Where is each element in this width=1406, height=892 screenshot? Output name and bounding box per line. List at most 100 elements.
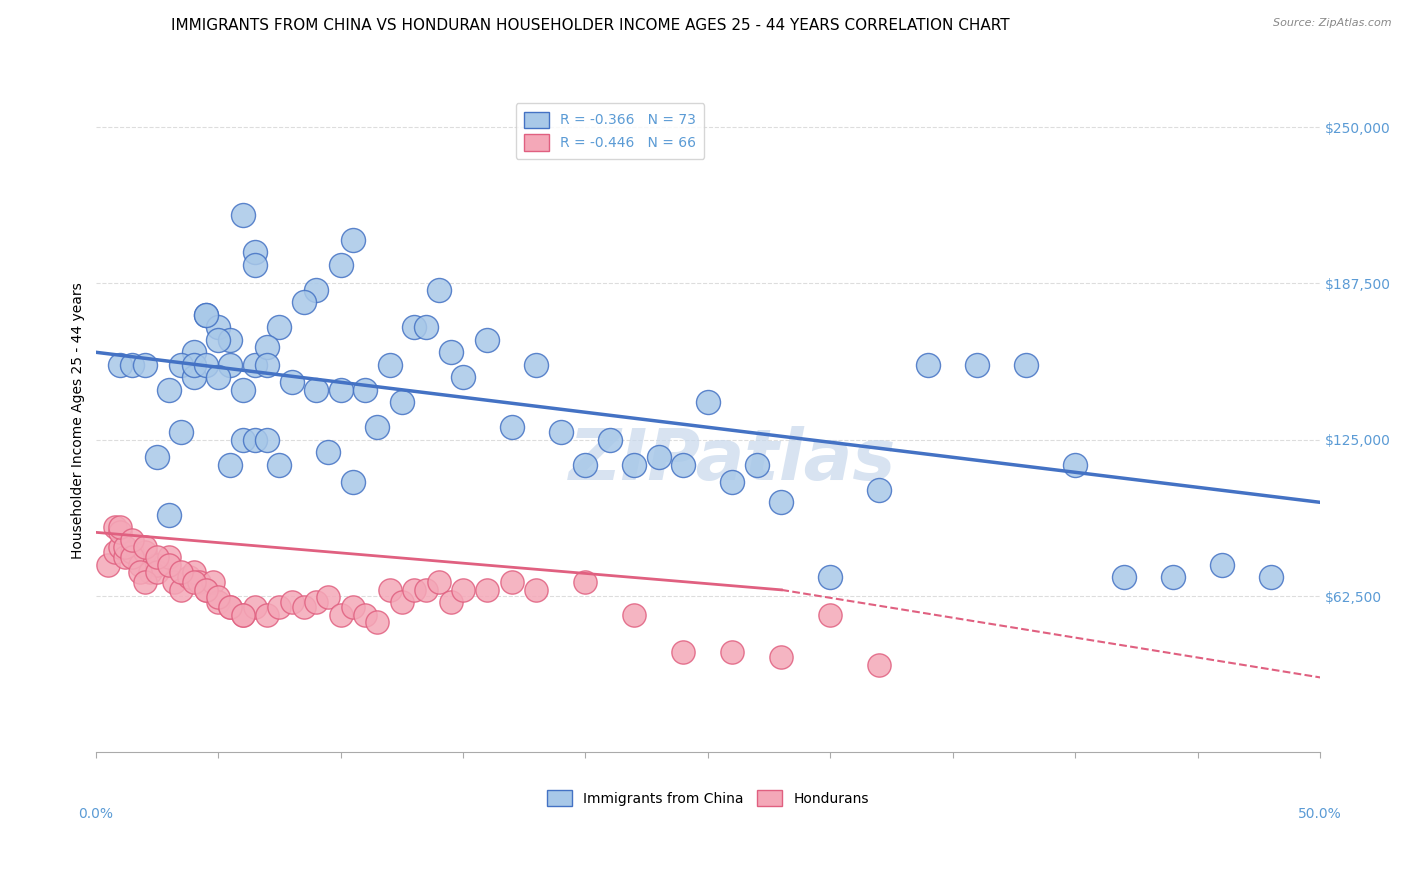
Point [1064,458,1087,472]
Point [157,383,180,397]
Point [97,558,120,572]
Point [219,358,242,372]
Point [402,320,425,334]
Point [146,550,169,565]
Text: 0.0%: 0.0% [79,807,112,822]
Point [243,258,266,272]
Point [108,520,131,534]
Point [194,582,217,597]
Point [1260,570,1282,584]
Point [378,358,401,372]
Point [599,433,621,447]
Point [329,258,352,272]
Point [232,433,254,447]
Point [526,358,548,372]
Point [292,295,315,310]
Point [134,541,156,555]
Point [146,450,169,465]
Point [187,575,209,590]
Point [318,445,340,459]
Point [243,600,266,615]
Point [1114,570,1136,584]
Point [329,607,352,622]
Point [574,575,596,590]
Point [745,458,768,472]
Point [243,433,266,447]
Point [1211,558,1233,572]
Point [1015,358,1038,372]
Point [305,283,328,297]
Point [146,558,169,572]
Point [256,358,278,372]
Point [269,320,291,334]
Point [114,550,136,565]
Text: Source: ZipAtlas.com: Source: ZipAtlas.com [1274,18,1392,28]
Point [207,333,229,347]
Point [183,370,205,384]
Point [232,607,254,622]
Point [391,595,413,609]
Point [415,582,437,597]
Point [550,425,572,440]
Point [207,595,229,609]
Point [623,458,645,472]
Point [207,370,229,384]
Point [440,345,463,359]
Point [672,458,695,472]
Point [451,582,474,597]
Point [108,525,131,540]
Point [219,600,242,615]
Point [868,657,890,672]
Point [269,600,291,615]
Point [305,383,328,397]
Point [183,575,205,590]
Point [170,566,193,580]
Point [391,395,413,409]
Point [501,420,523,434]
Point [342,475,364,490]
Point [305,595,328,609]
Point [820,570,842,584]
Point [121,358,143,372]
Point [770,650,793,665]
Point [648,450,671,465]
Point [354,383,377,397]
Point [194,358,217,372]
Point [1161,570,1184,584]
Point [378,582,401,597]
Point [917,358,939,372]
Point [202,575,225,590]
Point [232,383,254,397]
Point [128,566,150,580]
Point [183,566,205,580]
Point [721,475,744,490]
Point [427,575,450,590]
Y-axis label: Householder Income Ages 25 - 44 years: Householder Income Ages 25 - 44 years [72,283,86,559]
Point [440,595,463,609]
Text: IMMIGRANTS FROM CHINA VS HONDURAN HOUSEHOLDER INCOME AGES 25 - 44 YEARS CORRELAT: IMMIGRANTS FROM CHINA VS HONDURAN HOUSEH… [172,18,1010,33]
Point [108,358,131,372]
Point [501,575,523,590]
Point [354,607,377,622]
Point [526,582,548,597]
Point [157,508,180,522]
Point [121,545,143,559]
Point [219,600,242,615]
Point [256,433,278,447]
Point [868,483,890,497]
Point [280,376,302,390]
Point [574,458,596,472]
Point [121,550,143,565]
Text: 50.0%: 50.0% [1298,807,1341,822]
Point [134,545,156,559]
Point [366,615,388,630]
Point [170,425,193,440]
Point [415,320,437,334]
Point [256,607,278,622]
Point [232,607,254,622]
Point [114,541,136,555]
Point [696,395,718,409]
Point [292,600,315,615]
Point [104,520,127,534]
Point [770,495,793,509]
